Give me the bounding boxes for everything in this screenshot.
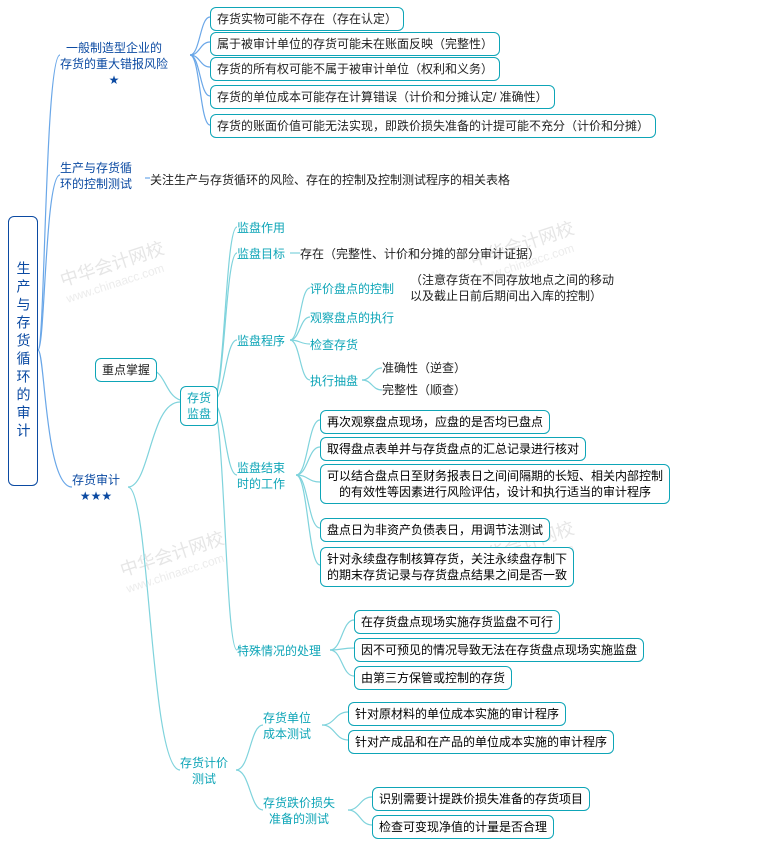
watermark: 中华会计网校www.chinaacc.com [116, 524, 231, 595]
audit-label: 存货审计 ★★★ [72, 472, 120, 504]
end-2: 可以结合盘点日至财务报表日之间间隔期的长短、相关内部控制 的有效性等因素进行风险… [320, 464, 670, 504]
jp-special: 特殊情况的处理 [237, 643, 321, 659]
uc-1: 针对产成品和在产品的单位成本实施的审计程序 [348, 730, 614, 754]
risk-leaf-3: 存货的单位成本可能存在计算错误（计价和分摊认定/ 准确性） [210, 85, 555, 109]
imp-1: 检查可变现净值的计量是否合理 [372, 815, 554, 839]
jp-observe: 观察盘点的执行 [310, 310, 394, 326]
key-note: 重点掌握 [95, 358, 157, 382]
imp-0: 识别需要计提跌价损失准备的存货项目 [372, 787, 590, 811]
uc-0: 针对原材料的单位成本实施的审计程序 [348, 702, 566, 726]
jianpan: 存货 监盘 [180, 386, 218, 426]
spec-0: 在存货盘点现场实施存货监盘不可行 [354, 610, 560, 634]
jp-target: 监盘目标 [237, 246, 285, 262]
jp-eval: 评价盘点的控制 [310, 281, 394, 297]
ctrl-leaf: 关注生产与存货循环的风险、存在的控制及控制测试程序的相关表格 [150, 172, 510, 188]
spec-1: 因不可预见的情况导致无法在存货盘点现场实施监盘 [354, 638, 644, 662]
risk-leaf-4: 存货的账面价值可能无法实现，即跌价损失准备的计提可能不充分（计价和分摊） [210, 114, 656, 138]
spec-2: 由第三方保管或控制的存货 [354, 666, 512, 690]
jp-purpose: 监盘作用 [237, 220, 285, 236]
jp-proc: 监盘程序 [237, 333, 285, 349]
end-1: 取得盘点表单并与存货盘点的汇总记录进行核对 [320, 437, 586, 461]
risk-label: 一般制造型企业的 存货的重大错报风险 ★ [60, 40, 168, 89]
end-0: 再次观察盘点现场，应盘的是否均已盘点 [320, 410, 550, 434]
impair: 存货跌价损失 准备的测试 [263, 795, 335, 827]
end-3: 盘点日为非资产负债表日，用调节法测试 [320, 518, 550, 542]
root-node: 生产与存货循环的审计 [8, 216, 38, 486]
jp-sample: 执行抽盘 [310, 373, 358, 389]
jp-target-leaf: 存在（完整性、计价和分摊的部分审计证据） [300, 246, 540, 262]
ctrl-label: 生产与存货循 环的控制测试 [60, 160, 132, 192]
risk-leaf-0: 存货实物可能不存在（存在认定） [210, 7, 404, 31]
jp-comp: 完整性（顺查） [382, 382, 466, 398]
end-4: 针对永续盘存制核算存货，关注永续盘存制下 的期末存货记录与存货盘点结果之间是否一… [320, 547, 574, 587]
jp-check: 检查存货 [310, 337, 358, 353]
pricing: 存货计价 测试 [180, 755, 228, 787]
risk-leaf-1: 属于被审计单位的存货可能未在账面反映（完整性） [210, 32, 500, 56]
unit-cost: 存货单位 成本测试 [263, 710, 311, 742]
jp-eval-note: （注意存货在不同存放地点之间的移动 以及截止日前后期间出入库的控制） [410, 272, 614, 304]
watermark: 中华会计网校www.chinaacc.com [56, 234, 171, 305]
jp-acc: 准确性（逆查） [382, 360, 466, 376]
risk-leaf-2: 存货的所有权可能不属于被审计单位（权利和义务） [210, 57, 500, 81]
jp-end: 监盘结束 时的工作 [237, 460, 285, 492]
